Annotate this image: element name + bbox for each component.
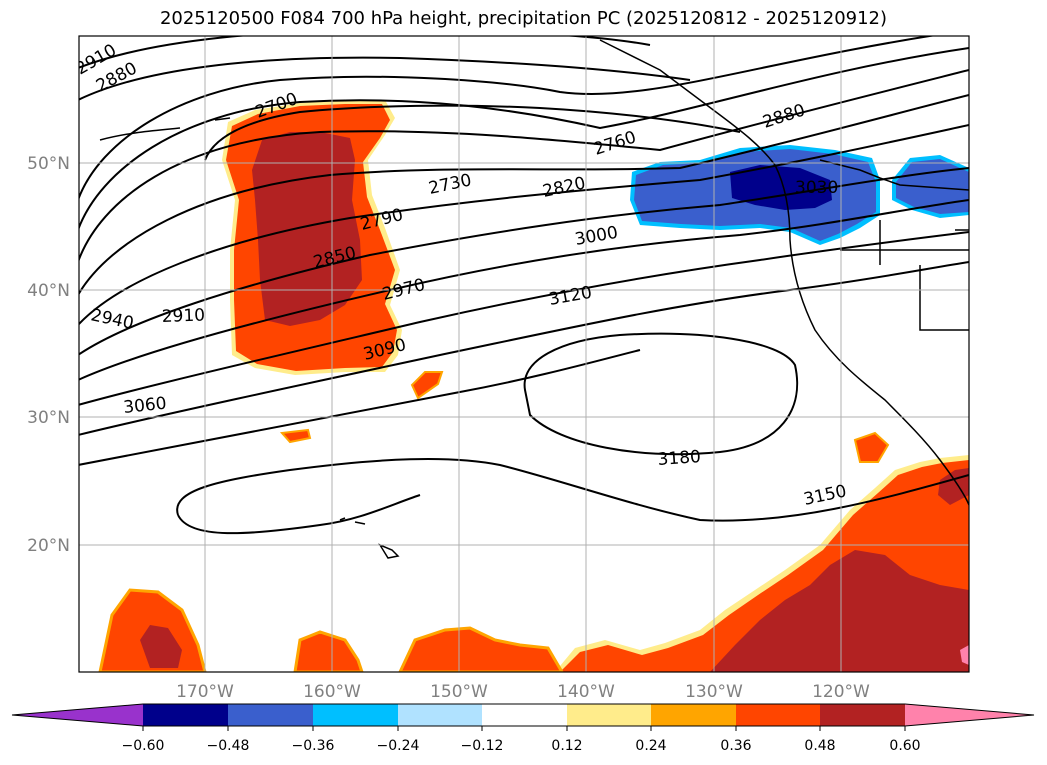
latitude-labels: 50°N 40°N 30°N 20°N (27, 154, 70, 556)
contour-label: 3180 (657, 447, 702, 470)
colorbar-tick-label: 0.60 (889, 738, 920, 754)
colorbar: −0.60 −0.48 −0.36 −0.24 −0.12 0.12 0.24 … (11, 703, 1035, 754)
precip-positive-southeast (98, 431, 969, 672)
colorbar-segment (143, 704, 228, 726)
colorbar-segment (567, 704, 651, 726)
lat-label: 20°N (27, 536, 70, 556)
contour-label: 3060 (122, 394, 167, 418)
colorbar-right-extension (905, 704, 1034, 726)
colorbar-segment (736, 704, 820, 726)
colorbar-segment (482, 704, 567, 726)
longitude-labels: 170°W 160°W 150°W 140°W 130°W 120°W (176, 682, 870, 702)
lon-label: 150°W (430, 682, 488, 702)
lon-label: 140°W (557, 682, 615, 702)
colorbar-tick-label: 0.36 (720, 738, 751, 754)
colorbar-left-extension (12, 704, 143, 726)
gridlines (79, 36, 969, 672)
lon-label: 160°W (303, 682, 361, 702)
contour-label: 2910 (161, 305, 205, 326)
colorbar-tick-label: −0.36 (292, 738, 335, 754)
colorbar-segment (398, 704, 482, 726)
map-title: 2025120500 F084 700 hPa height, precipit… (159, 8, 888, 29)
colorbar-segment (228, 704, 313, 726)
lat-label: 50°N (27, 154, 70, 174)
colorbar-tick-label: −0.12 (461, 738, 504, 754)
colorbar-tick-label: 0.12 (551, 738, 582, 754)
colorbar-segment (820, 704, 905, 726)
lat-label: 30°N (27, 408, 70, 428)
lon-label: 170°W (176, 682, 234, 702)
lat-label: 40°N (27, 281, 70, 301)
colorbar-segment (313, 704, 398, 726)
colorbar-tick-label: 0.24 (635, 738, 666, 754)
colorbar-tick-label: 0.48 (804, 738, 835, 754)
contour-label: 3030 (795, 178, 838, 198)
plot-frame (78, 35, 970, 673)
colorbar-tick-label: −0.24 (377, 738, 420, 754)
height-contours (79, 36, 969, 535)
coastlines (99, 39, 969, 559)
lon-label: 130°W (685, 682, 743, 702)
colorbar-segment (651, 704, 736, 726)
colorbar-tick-label: −0.48 (207, 738, 250, 754)
colorbar-tick-label: −0.60 (122, 738, 165, 754)
precip-positive-north-pacific (222, 100, 444, 444)
lon-label: 120°W (812, 682, 870, 702)
